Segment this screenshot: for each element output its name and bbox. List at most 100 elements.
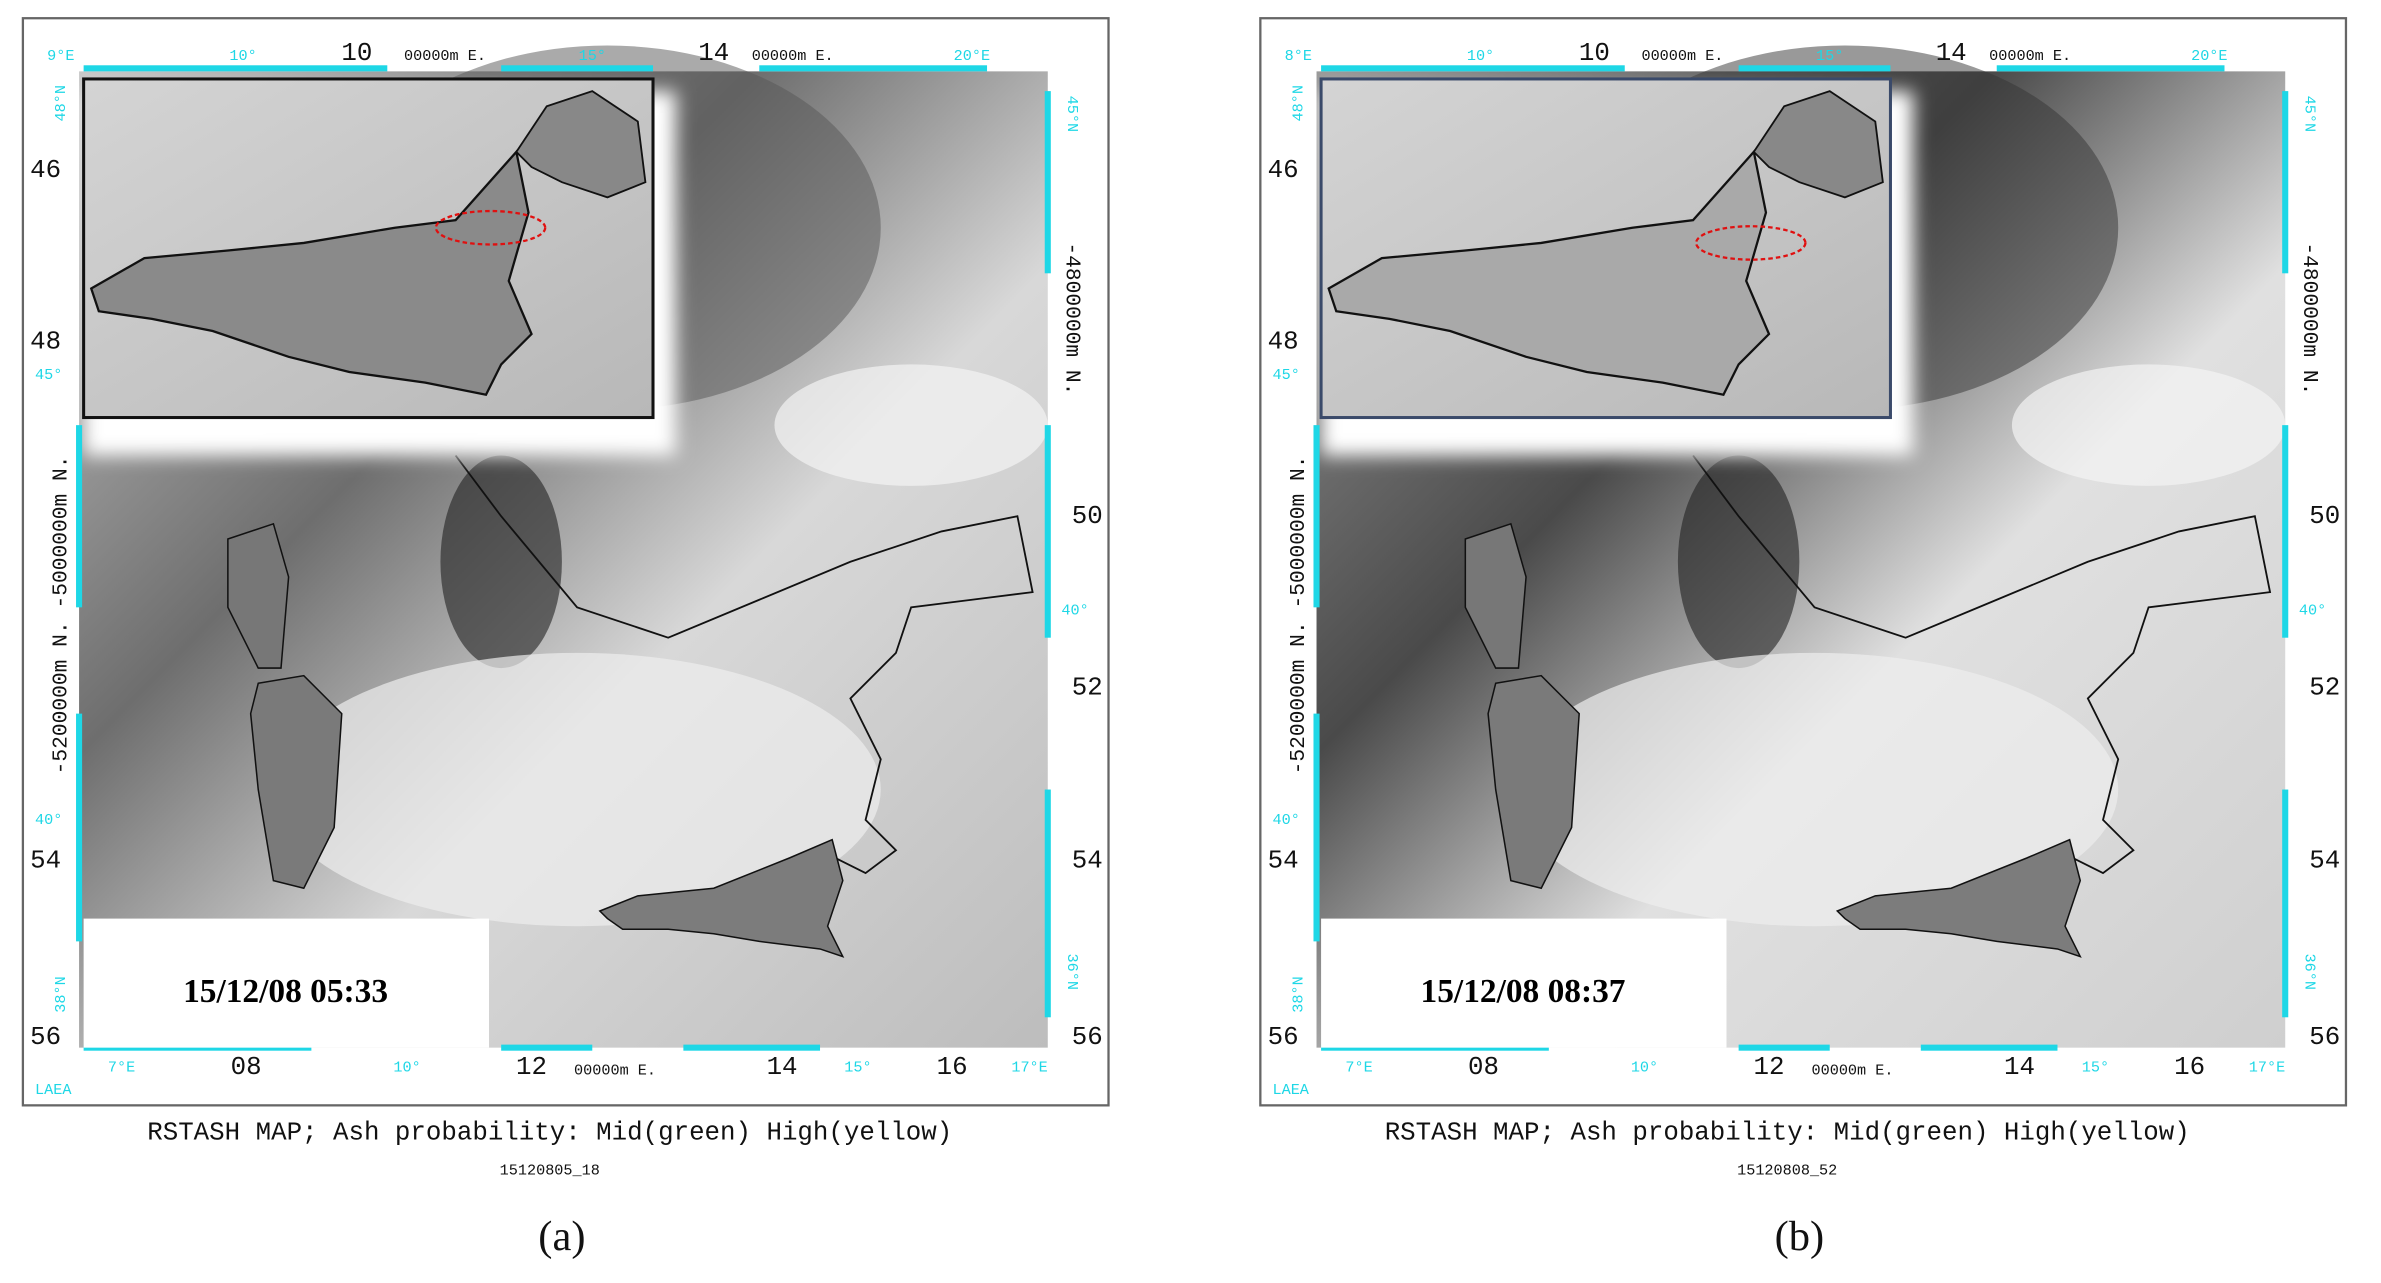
left-label: 38°N	[52, 976, 70, 1012]
bright-cloud	[2011, 364, 2286, 486]
left-label: 40°	[35, 811, 62, 829]
bottom-label: 17°E	[1011, 1058, 1047, 1076]
graticule-bar	[2282, 425, 2289, 638]
inset-calabria	[1752, 90, 1884, 199]
graticule-bar	[1920, 1044, 2058, 1051]
graticule-bar	[501, 65, 654, 72]
inset-calabria	[515, 90, 647, 199]
timestamp-box	[83, 918, 490, 1048]
top-label: 14	[698, 39, 729, 68]
top-label: 15°	[1816, 47, 1843, 65]
panel-label: (b)	[1775, 1213, 1825, 1260]
right-label: 56	[2309, 1023, 2340, 1052]
top-label: 20°E	[954, 47, 990, 65]
top-label: 20°E	[2191, 47, 2227, 65]
bottom-label: 16	[937, 1053, 968, 1082]
graticule-bar	[1996, 65, 2225, 72]
bottom-label: 10°	[1631, 1058, 1658, 1076]
bright-cloud	[1510, 652, 2119, 927]
graticule-bar	[1044, 425, 1051, 638]
timestamp: 15/12/08 05:33	[183, 973, 388, 1010]
graticule-bar	[1738, 1044, 1830, 1051]
graticule-bar	[501, 1044, 593, 1051]
top-label: 10	[1579, 39, 1610, 68]
right-label: 50	[2309, 502, 2340, 531]
inset-sicily	[89, 149, 533, 397]
left-label: 46	[30, 156, 61, 185]
left-label: 48	[1268, 327, 1299, 356]
left-label: 38°N	[1289, 976, 1307, 1012]
graticule-bar	[76, 425, 83, 608]
graticule-bar	[1044, 91, 1051, 274]
timestamp: 15/12/08 08:37	[1421, 973, 1626, 1010]
left-label: 54	[30, 847, 61, 876]
top-label: 8°E	[1285, 47, 1312, 65]
right-label: 52	[2309, 674, 2340, 703]
bottom-label: 08	[1468, 1053, 1499, 1082]
bottom-label: 10°	[393, 1058, 420, 1076]
timestamp-box	[1321, 918, 1727, 1048]
left-label: 45°	[35, 366, 62, 384]
corner-label: LAEA	[1272, 1081, 1309, 1099]
graticule-bar	[83, 65, 388, 72]
left-label: 48°N	[52, 85, 70, 121]
top-label: 14	[1936, 39, 1967, 68]
sicily	[598, 838, 845, 958]
bright-cloud	[273, 652, 881, 927]
left-label: 48	[30, 327, 61, 356]
corsica	[1464, 522, 1527, 669]
right-label: 52	[1072, 674, 1103, 703]
caption: RSTASH MAP; Ash probability: Mid(green) …	[1385, 1118, 2190, 1147]
bottom-label: 12	[516, 1053, 547, 1082]
top-label: 10°	[1467, 47, 1494, 65]
left-label: 48°N	[1289, 85, 1307, 121]
bright-cloud	[774, 364, 1048, 486]
graticule-bar	[2282, 91, 2289, 274]
left-label: 46	[1268, 156, 1299, 185]
dark-cloud	[440, 455, 562, 669]
coastline	[1692, 454, 2272, 875]
right-label: 40°	[1061, 601, 1088, 619]
left-label: 54	[1268, 847, 1299, 876]
left-label: -5200000m N. -5000000m N.	[1287, 456, 1311, 775]
bottom-label: 14	[2004, 1053, 2035, 1082]
sardinia	[249, 674, 343, 890]
left-label: 56	[30, 1023, 61, 1052]
bottom-label: 00000m E.	[574, 1061, 656, 1079]
sardinia	[1487, 674, 1580, 890]
ash-highlight	[1694, 225, 1807, 261]
top-label: 9°E	[47, 47, 74, 65]
image-code: 15120805_18	[500, 1162, 600, 1180]
panel: 15/12/08 08:37 8°E 10° 10 00000m E. 15° 14 0000…	[1259, 17, 2348, 1260]
inset-sicily	[1327, 149, 1771, 397]
right-label: 54	[1072, 847, 1103, 876]
graticule-bar	[759, 65, 988, 72]
right-label: 40°	[2299, 601, 2326, 619]
bottom-label: 00000m E.	[1812, 1061, 1894, 1079]
top-label: 00000m E.	[404, 47, 486, 65]
left-label: 45°	[1272, 366, 1299, 384]
bottom-label: 08	[231, 1053, 262, 1082]
corsica	[227, 522, 290, 669]
caption: RSTASH MAP; Ash probability: Mid(green) …	[147, 1118, 952, 1147]
bottom-label: 15°	[2082, 1058, 2109, 1076]
right-label: 50	[1072, 502, 1103, 531]
right-label: 36°N	[2301, 954, 2319, 990]
right-label: -4800000m N.	[1059, 242, 1083, 395]
bottom-label: 14	[767, 1053, 798, 1082]
top-label: 00000m E.	[1641, 47, 1723, 65]
left-label: 56	[1268, 1023, 1299, 1052]
graticule-bar	[1313, 425, 1320, 608]
right-label: -4800000m N.	[2297, 242, 2321, 395]
bottom-label: 17°E	[2249, 1058, 2285, 1076]
graticule-bar	[1313, 713, 1320, 942]
top-label: 10	[341, 39, 372, 68]
left-label: 40°	[1272, 811, 1299, 829]
graticule-bar	[2282, 789, 2289, 1018]
graticule-bar	[1044, 789, 1051, 1018]
corner-label: LAEA	[35, 1081, 72, 1099]
top-label: 15°	[579, 47, 606, 65]
right-label: 45°N	[2301, 96, 2319, 132]
